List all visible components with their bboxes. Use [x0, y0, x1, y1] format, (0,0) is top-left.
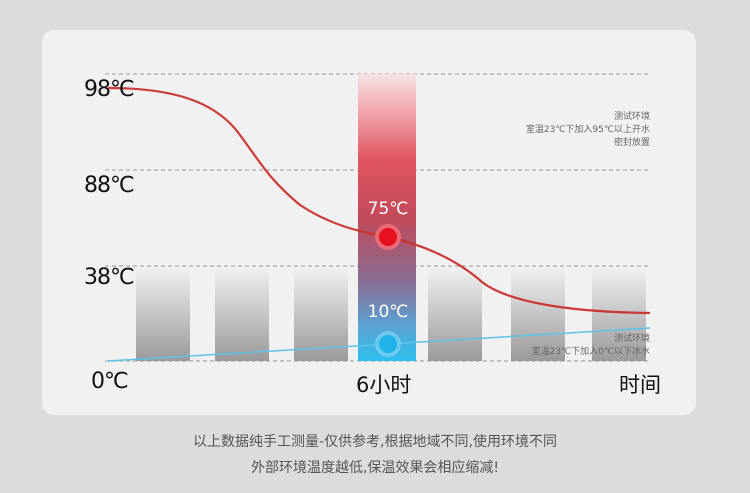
origin-label: 0℃	[91, 369, 129, 394]
hot-value-label: 75℃	[367, 199, 409, 219]
hot-dot	[379, 228, 397, 246]
y-label-98: 98℃	[84, 77, 135, 102]
caption-line-1: 以上数据纯手工测量-仅供参考,根据地域不同,使用环境不同	[193, 434, 557, 450]
y-label-38: 38℃	[84, 265, 135, 290]
cold-value-label: 10℃	[367, 302, 409, 322]
caption-line-2: 外部环境温度越低,保温效果会相应缩减!	[250, 460, 500, 476]
y-label-88: 88℃	[84, 173, 135, 198]
cold-dot	[379, 335, 397, 353]
x-label-6h: 6小时	[356, 373, 412, 397]
hot-water-curve	[107, 86, 651, 315]
cold-test-note: 测试环境 室温23℃下加入0℃以下冰水	[531, 334, 650, 357]
highlight-column	[358, 74, 416, 361]
hot-test-note: 测试环境 室温23℃下加入95℃以上开水 密封放置	[525, 112, 650, 148]
background-bars	[136, 268, 646, 361]
x-axis-title: 时间	[619, 373, 661, 397]
